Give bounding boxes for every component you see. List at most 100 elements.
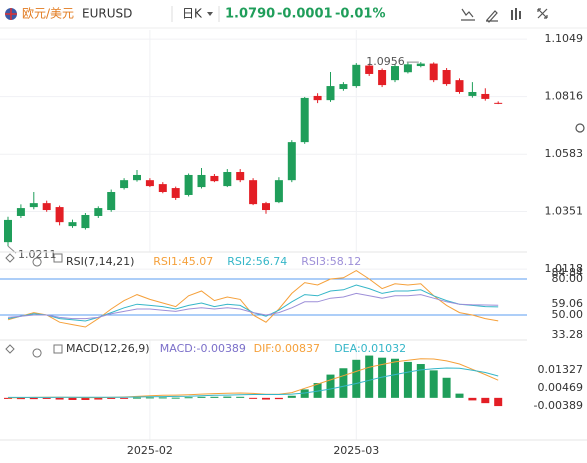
candle-body [68,222,77,227]
macd-bar [249,397,258,399]
last-price: 1.0790 [225,7,275,22]
candle-body [29,203,38,208]
symbol: EURUSD [82,7,132,21]
y-tick-label: 1.1049 [545,32,584,45]
candle-body [391,66,399,81]
candle-body [429,63,438,81]
y-tick-label: -0.00389 [534,399,583,412]
draw-button[interactable] [486,10,498,23]
candle-body [300,97,309,143]
candle-body [197,174,206,188]
macd-bar [16,397,25,400]
macd-bar [300,389,309,398]
candle-body [158,184,167,193]
candle-body [236,172,245,181]
candle-body [494,102,503,104]
macd-bar [274,397,283,400]
macd-bar [4,397,12,399]
macd-bar [339,368,348,398]
macd-bar [403,361,412,398]
candle-body [416,63,425,67]
flag-icon-cross [5,8,17,20]
macd-bar [468,397,477,401]
indicator-button[interactable] [461,8,475,21]
chart-type-button[interactable] [511,8,521,20]
macd-bar [365,355,374,398]
macd-bar [171,397,180,399]
candle-body [442,70,451,85]
macd-bar [55,397,64,400]
macd-bar [287,395,296,398]
macd-bar [145,397,154,399]
macd-bar [494,397,503,407]
candle-body [107,192,116,211]
settings-button[interactable] [575,123,585,133]
dropdown-caret[interactable] [207,12,213,16]
candle-body [4,219,12,243]
x-tick-label: 2025-03 [333,444,379,457]
panel-icon[interactable] [5,253,42,267]
candle-body [274,180,283,203]
macd-bar [197,396,206,398]
macd-bar [120,397,129,399]
macd-bar [442,377,451,398]
candle-body [339,84,348,90]
macd-bar [313,383,322,398]
y-tick-label: 84.84 [552,266,584,279]
y-tick-label: 59.06 [552,297,584,310]
candle-body [287,142,296,181]
candle-body [55,207,64,223]
candle-body [481,93,490,99]
panel-icon[interactable] [53,344,63,354]
candle-body [94,208,103,216]
macd-bar [94,397,103,400]
macd-bar [262,397,270,400]
candle-body [262,203,270,211]
fullscreen-button[interactable] [537,8,548,19]
legend-entry: RSI1:45.07 [153,255,213,268]
legend-entry: RSI2:56.74 [227,255,287,268]
price-change-pct: -0.01% [335,7,386,22]
candle-body [171,188,180,198]
low-annotation: 1.0211 [18,248,57,261]
level-label: 80.00 [552,272,584,285]
candle-body [145,180,154,187]
macd-bar [107,397,116,399]
macd-bar [429,370,438,398]
price-change: -0.0001 [277,7,333,22]
macd-bar [68,397,77,400]
macd-bar [184,397,193,399]
macd-bar [210,396,219,398]
panel-icon[interactable] [5,344,42,358]
candle-body [468,91,477,96]
macd-bar [326,374,335,398]
macd-line [8,367,499,398]
candle-body [81,214,90,229]
candle-body [133,174,141,181]
candle-body [249,180,258,205]
macd-bar [378,357,387,398]
panel-icon[interactable] [53,253,63,263]
candle-body [313,95,322,101]
y-tick-label: 0.00469 [538,381,584,394]
macd-bar [481,397,490,404]
legend-entry: DIF:0.00837 [254,342,320,355]
candle-body [378,70,387,86]
x-tick-label: 2025-02 [127,444,173,457]
macd-bar [416,364,425,398]
candle-body [365,65,374,74]
header: 欧元/美元 EURUSD 日K 1.0790 -0.0001 -0.01% [0,6,587,133]
candle-body [223,172,232,187]
rsi-line [7,292,499,320]
candle-body [455,80,464,92]
candle-body [352,64,361,87]
y-tick-label: 0.01327 [538,363,584,376]
period-select[interactable]: 日K [182,7,203,21]
legend-entry: MACD:-0.00389 [160,342,246,355]
legend-entry: RSI3:58.12 [301,255,361,268]
candle-body [16,208,25,216]
macd-bar [29,397,38,400]
candle-body [210,175,219,182]
candle-body [326,86,335,101]
